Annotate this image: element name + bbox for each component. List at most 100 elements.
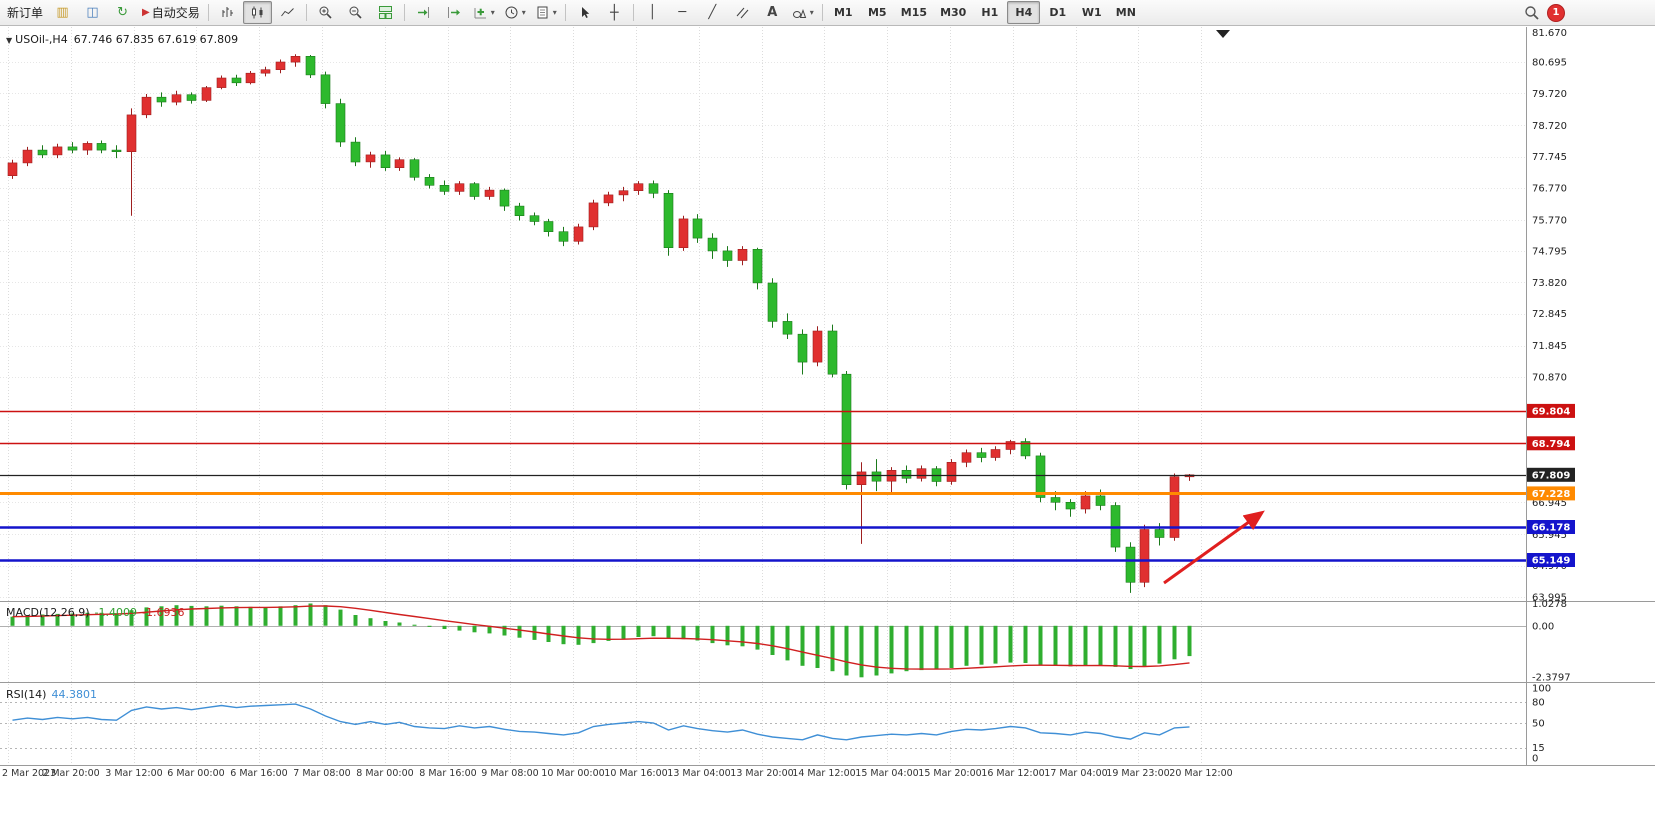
timeframe-h1-button[interactable]: H1	[981, 6, 999, 19]
svg-text:66.945: 66.945	[1532, 498, 1567, 509]
timeframe-m15-button[interactable]: M15	[900, 6, 928, 19]
toolbar-separator	[207, 4, 209, 21]
svg-text:17 Mar 04:00: 17 Mar 04:00	[1044, 768, 1107, 779]
chart-canvas[interactable]: 81.670 80.695 79.720 78.720 77.745 76.770 75.7…	[0, 27, 1655, 829]
zoom-out-button[interactable]	[341, 1, 370, 24]
text-tool-button[interactable]: A	[758, 1, 787, 24]
svg-text:3 Mar 12:00: 3 Mar 12:00	[105, 768, 162, 779]
shapes-button[interactable]: ▾	[788, 1, 818, 24]
refresh-icon: ↻	[117, 5, 128, 20]
indicators-button[interactable]: ▾	[469, 1, 499, 24]
trend-arrow[interactable]	[1163, 510, 1265, 585]
dropdown-caret: ▾	[490, 8, 495, 17]
svg-text:71.845: 71.845	[1532, 341, 1567, 352]
svg-text:79.720: 79.720	[1532, 89, 1567, 100]
timeframe-group: M1 M5 M15 M30 H1 H4 D1 W1 MN	[827, 1, 1143, 24]
template-icon	[537, 6, 548, 19]
channel-button[interactable]	[728, 1, 757, 24]
toolbar-separator	[564, 4, 566, 21]
toolbar: 新订单 ▥ ◫ ↻ ▶ 自动交易	[0, 0, 1655, 26]
chart-shift-marker[interactable]	[1216, 30, 1230, 38]
navigator-icon: ◫	[86, 5, 99, 20]
chart-area: 81.670 80.695 79.720 78.720 77.745 76.770 75.7…	[0, 27, 1655, 829]
svg-text:80.695: 80.695	[1532, 58, 1567, 69]
candlestick-chart-button[interactable]	[242, 1, 272, 24]
timeframe-w1-button[interactable]: W1	[1081, 6, 1102, 19]
timeframe-d1-button[interactable]: D1	[1049, 6, 1067, 19]
svg-text:65.149: 65.149	[1532, 555, 1571, 566]
price-axis: 81.670 80.695 79.720 78.720 77.745 76.770 75.7…	[1532, 28, 1571, 765]
search-button[interactable]	[1517, 1, 1546, 24]
bar-chart-button[interactable]	[213, 1, 242, 24]
line-chart-button[interactable]	[273, 1, 302, 24]
svg-text:-2.3797: -2.3797	[1532, 673, 1571, 684]
svg-text:6 Mar 00:00: 6 Mar 00:00	[167, 768, 224, 779]
svg-text:67.809: 67.809	[1532, 470, 1571, 481]
zoom-in-button[interactable]	[311, 1, 340, 24]
refresh-button[interactable]: ↻	[108, 1, 137, 24]
cursor-button[interactable]	[570, 1, 599, 24]
chart-shift-icon	[447, 7, 460, 18]
svg-text:2 Mar 20:00: 2 Mar 20:00	[42, 768, 99, 779]
templates-button[interactable]: ▾	[531, 1, 561, 24]
timeframe-mn-button[interactable]: MN	[1115, 6, 1136, 19]
svg-text:10 Mar 00:00: 10 Mar 00:00	[541, 768, 604, 779]
toolbar-separator	[632, 4, 634, 21]
svg-text:75.770: 75.770	[1532, 215, 1567, 226]
crosshair-button[interactable]: ┼	[600, 1, 629, 24]
svg-text:76.770: 76.770	[1532, 183, 1567, 194]
new-order-label: 新订单	[7, 6, 44, 20]
tile-windows-button[interactable]	[371, 1, 400, 24]
timeframe-h4-button[interactable]: H4	[1007, 1, 1041, 24]
auto-trading-label: 自动交易	[151, 6, 200, 20]
svg-text:68.794: 68.794	[1532, 439, 1571, 450]
price-badges: 69.804 68.794 67.809 67.228 66.178 65.149	[1527, 403, 1575, 567]
svg-text:65.945: 65.945	[1532, 530, 1567, 541]
svg-text:14 Mar 12:00: 14 Mar 12:00	[792, 768, 855, 779]
svg-text:63.995: 63.995	[1532, 592, 1567, 603]
svg-text:70.870: 70.870	[1532, 372, 1567, 383]
svg-text:20 Mar 12:00: 20 Mar 12:00	[1169, 768, 1232, 779]
svg-text:67.228: 67.228	[1532, 489, 1571, 500]
svg-text:50: 50	[1532, 719, 1545, 730]
svg-text:15 Mar 20:00: 15 Mar 20:00	[918, 768, 981, 779]
periods-button[interactable]: ▾	[500, 1, 530, 24]
svg-text:16 Mar 12:00: 16 Mar 12:00	[981, 768, 1044, 779]
bar-chart-icon	[222, 7, 233, 17]
svg-text:1.0278: 1.0278	[1532, 599, 1567, 610]
svg-text:10 Mar 16:00: 10 Mar 16:00	[604, 768, 667, 779]
svg-text:0: 0	[1532, 754, 1538, 765]
horizontal-line-button[interactable]: ─	[668, 1, 697, 24]
trendline-button[interactable]: ╱	[698, 1, 727, 24]
svg-text:19 Mar 23:00: 19 Mar 23:00	[1106, 768, 1169, 779]
toolbar-separator	[403, 4, 405, 21]
auto-trading-button[interactable]: ▶ 自动交易	[138, 1, 204, 24]
timeframe-m30-button[interactable]: M30	[940, 6, 967, 19]
horizontal-line-icon: ─	[678, 5, 687, 20]
symbol-dropdown-icon[interactable]: ▼	[6, 36, 13, 45]
price-badge	[1527, 553, 1575, 567]
navigator-button[interactable]: ◫	[78, 1, 107, 24]
chart-shift-button[interactable]	[439, 1, 468, 24]
vertical-line-button[interactable]: │	[638, 1, 667, 24]
notification-badge[interactable]: 1	[1547, 3, 1565, 22]
timeframe-m5-button[interactable]: M5	[867, 6, 887, 19]
market-watch-button[interactable]: ▥	[48, 1, 77, 24]
timeframe-m1-button[interactable]: M1	[833, 6, 853, 19]
toolbar-separator	[821, 4, 823, 21]
toolbar-separator	[305, 4, 307, 21]
zoom-in-icon	[319, 6, 332, 19]
price-badge	[1527, 520, 1575, 534]
svg-text:80: 80	[1532, 698, 1545, 709]
auto-scroll-button[interactable]	[409, 1, 438, 24]
svg-text:100: 100	[1532, 684, 1551, 695]
svg-text:78.720: 78.720	[1532, 121, 1567, 132]
search-icon	[1524, 5, 1539, 20]
svg-text:77.745: 77.745	[1532, 152, 1567, 163]
new-order-button[interactable]: 新订单	[3, 1, 47, 24]
trendline-icon: ╱	[708, 5, 717, 20]
clock-icon	[505, 6, 518, 19]
svg-text:81.670: 81.670	[1532, 28, 1567, 39]
